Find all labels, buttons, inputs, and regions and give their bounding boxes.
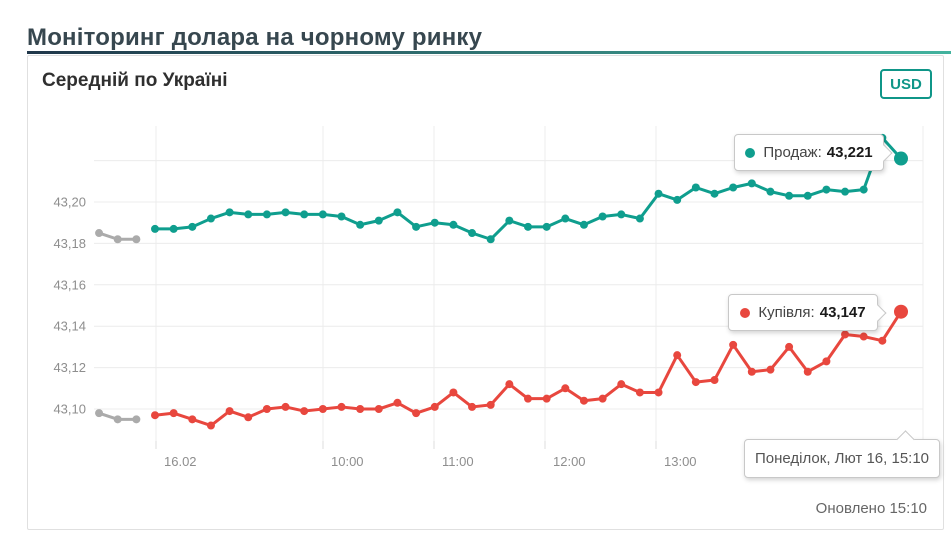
- sell-tooltip-label: Продаж:: [763, 144, 822, 161]
- date-tooltip: Понеділок, Лют 16, 15:10: [744, 439, 940, 478]
- x-axis-label: 13:00: [664, 454, 697, 469]
- buy-series-dot-icon: [740, 307, 751, 318]
- last-updated-text: Оновлено 15:10: [815, 500, 927, 517]
- buy-tooltip-value: 43,147: [819, 304, 866, 321]
- y-axis-label: 43,14: [53, 319, 86, 334]
- date-tooltip-text: Понеділок, Лют 16, 15:10: [754, 450, 930, 467]
- chart-canvas[interactable]: 43,20 43,18 43,16 43,14 43,12 43,10 16.02 10:00…: [28, 56, 943, 491]
- chart-title: Середній по Україні: [42, 70, 228, 91]
- sell-tooltip-value: 43,221: [826, 144, 873, 161]
- buy-tooltip-label: Купівля:: [758, 304, 815, 321]
- y-axis-label: 43,12: [53, 360, 86, 375]
- y-axis-label: 43,18: [53, 236, 86, 251]
- y-axis-label: 43,10: [53, 402, 86, 417]
- y-axis-label: 43,16: [53, 277, 86, 292]
- x-axis-label: 11:00: [442, 454, 474, 469]
- sell-tooltip: Продаж: 43,221: [734, 134, 884, 171]
- x-axis-label: 16.02: [164, 454, 197, 469]
- sell-series-dot-icon: [745, 147, 756, 158]
- title-divider: [27, 51, 951, 54]
- x-axis-label: 12:00: [553, 454, 586, 469]
- exchange-rate-card: 43,20 43,18 43,16 43,14 43,12 43,10 16.02 10:00…: [27, 55, 944, 530]
- y-axis-label: 43,20: [53, 195, 86, 210]
- buy-tooltip: Купівля: 43,147: [728, 294, 878, 331]
- currency-usd-button[interactable]: USD: [880, 69, 932, 99]
- page-title: Моніторинг долара на чорному ринку: [27, 24, 483, 52]
- x-axis-label: 10:00: [331, 454, 364, 469]
